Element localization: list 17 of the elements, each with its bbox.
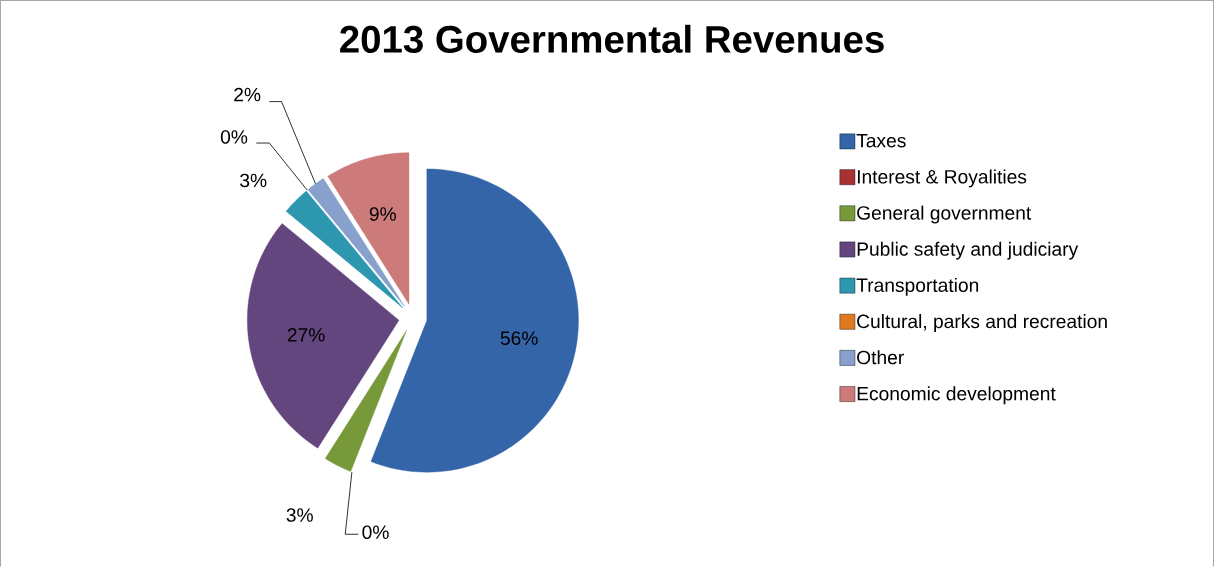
data-label: 3% — [240, 173, 267, 188]
text: 0% — [220, 130, 248, 144]
data-label: 27% — [287, 328, 325, 342]
legend-label: Cultural, parks and recreation — [857, 314, 1107, 332]
text: 0% — [362, 525, 389, 539]
legend-label: Interest & Royalities — [857, 169, 1027, 188]
data-label: 3% — [286, 508, 313, 522]
data-label: 9% — [369, 207, 396, 221]
legend-label: Taxes — [856, 134, 906, 148]
legend-label: Public safety and judiciary — [857, 241, 1079, 260]
chart-title: 2013 Governmental Revenues — [340, 24, 884, 54]
legend-label: Economic development — [857, 386, 1056, 405]
data-label: 2% — [234, 87, 261, 102]
legend-label: General government — [857, 205, 1032, 224]
legend-label: Other — [857, 350, 904, 365]
data-label: 56% — [500, 331, 538, 345]
legend-label: Transportation — [856, 277, 979, 296]
